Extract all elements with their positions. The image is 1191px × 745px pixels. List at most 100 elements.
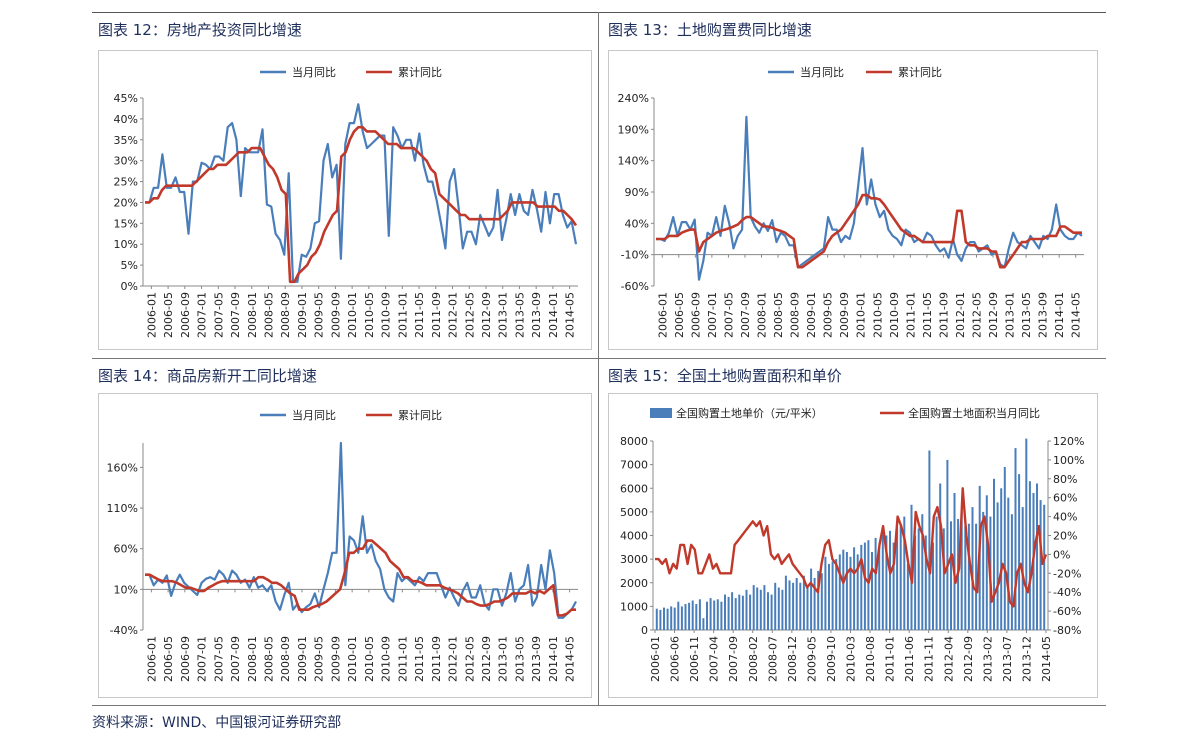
x-tick-label: 2006-01: [145, 636, 158, 682]
price-bar: [889, 530, 891, 630]
price-bar: [684, 604, 687, 630]
price-bar: [1010, 514, 1013, 630]
x-tick-label: 2010-08: [864, 636, 877, 682]
y-left-tick-label: 4000: [620, 530, 648, 543]
x-tick-label: 2011-09: [430, 292, 443, 338]
y-right-tick-label: -80%: [1053, 624, 1081, 637]
price-bar: [924, 535, 927, 630]
series-line-1: [145, 125, 578, 284]
price-bar: [792, 582, 795, 631]
price-bar: [831, 561, 834, 630]
x-tick-label: 2011-09: [937, 292, 950, 338]
x-tick-label: 2008-01: [246, 292, 259, 338]
panel-title-12: 图表 12：房地产投资同比增速: [98, 21, 302, 39]
top-rule: [92, 12, 1106, 13]
x-tick-label: 2012-09: [480, 636, 493, 682]
y-tick-label: -40%: [110, 624, 138, 637]
y-tick-label: 140%: [618, 155, 649, 168]
price-bar: [720, 601, 723, 630]
legend-swatch-0: [650, 408, 672, 418]
chart-frame: [98, 50, 592, 350]
price-bar: [967, 523, 970, 630]
price-bar: [663, 607, 665, 630]
y-left-tick-label: 2000: [620, 577, 648, 590]
x-tick-label: 2013-01: [497, 636, 510, 682]
x-tick-label: 2008-05: [772, 292, 785, 338]
x-tick-label: 2007-01: [706, 292, 719, 338]
price-bar: [695, 604, 698, 630]
price-bar: [820, 573, 823, 630]
price-bar: [781, 589, 784, 630]
series-line-1: [145, 539, 576, 617]
x-tick-label: 2006-05: [162, 292, 175, 338]
price-bar: [752, 585, 755, 630]
price-bar: [698, 599, 701, 630]
x-tick-label: 2006-06: [669, 636, 682, 682]
series-line-0: [145, 103, 578, 283]
x-tick-label: 2009-10: [825, 636, 838, 682]
price-bar: [845, 552, 848, 630]
x-tick-label: 2012-04: [942, 636, 955, 682]
x-tick-label: 2006-05: [162, 636, 175, 682]
x-tick-label: 2007-09: [739, 292, 752, 338]
price-bar: [835, 559, 838, 630]
price-bar: [1018, 474, 1021, 630]
legend-label-0: 当月同比: [292, 65, 336, 79]
x-tick-label: 2008-05: [262, 636, 275, 682]
price-bar: [1028, 481, 1031, 630]
chart-frame: [98, 393, 592, 698]
price-bar: [756, 587, 759, 630]
chart-frame: [608, 393, 1098, 698]
legend-label-1: 累计同比: [398, 66, 442, 79]
x-tick-label: 2008-01: [246, 636, 259, 682]
panel-title-15: 图表 15：全国土地购置面积和单价: [608, 367, 842, 385]
price-bar: [939, 483, 942, 630]
price-bar: [817, 570, 820, 630]
price-bar: [767, 592, 769, 630]
x-tick-label: 2013-12: [1020, 636, 1033, 682]
x-tick-label: 2011-01: [396, 292, 409, 338]
y-tick-label: 0%: [121, 280, 138, 293]
price-bar: [867, 540, 870, 630]
x-tick-label: 2012-01: [954, 292, 967, 338]
x-tick-label: 2009-01: [296, 292, 309, 338]
x-tick-label: 2010-01: [855, 292, 868, 338]
price-bar: [655, 608, 658, 630]
x-tick-label: 2010-09: [888, 292, 901, 338]
x-tick-label: 2013-05: [1020, 292, 1033, 338]
price-bar: [953, 493, 956, 630]
x-tick-label: 2012-01: [447, 636, 460, 682]
price-bar: [942, 528, 945, 630]
mid-rule: [92, 358, 1106, 359]
x-tick-label: 2010-05: [363, 636, 376, 682]
x-tick-label: 2013-07: [1001, 636, 1014, 682]
chart-real-estate-investment: 0% 5% 10% 15% 20% 25% 30% 35% 40% 45% 2006-01 2006-…: [98, 50, 592, 350]
x-tick-label: 2006-05: [673, 292, 686, 338]
price-bar: [993, 478, 995, 630]
legend-label-0: 当月同比: [292, 408, 336, 422]
price-bar: [932, 542, 934, 630]
legend-label-1: 全国购置土地面积当月同比: [908, 406, 1040, 420]
price-bar: [874, 537, 877, 630]
price-bar: [971, 507, 974, 630]
x-tick-label: 2014-01: [547, 636, 560, 682]
price-bar: [1043, 504, 1046, 630]
chart-new-construction: -40% 10% 60% 110% 160% 2006-01 2006-05 2006-09 2…: [98, 393, 592, 698]
chart-land-area-and-price: 0 1000 2000 3000 4000 5000 6000 7000 8000 -80% -60…: [608, 393, 1098, 698]
price-bar: [799, 582, 802, 631]
price-bar: [935, 516, 938, 630]
price-bar: [738, 594, 741, 630]
y-right-tick-label: -20%: [1053, 567, 1081, 580]
x-tick-label: 2006-01: [649, 636, 662, 682]
y-tick-label: -10%: [621, 249, 649, 262]
x-tick-label: 2012-05: [971, 292, 984, 338]
y-tick-label: 5%: [121, 259, 138, 272]
y-left-tick-label: 7000: [620, 459, 648, 472]
x-tick-label: 2013-09: [1037, 292, 1050, 338]
legend-label-1: 累计同比: [898, 66, 942, 79]
x-tick-label: 2006-11: [688, 636, 701, 682]
x-tick-label: 2010-01: [346, 292, 359, 338]
x-tick-label: 2008-12: [786, 636, 799, 682]
y-tick-label: 240%: [618, 92, 649, 105]
price-bar: [680, 606, 683, 630]
